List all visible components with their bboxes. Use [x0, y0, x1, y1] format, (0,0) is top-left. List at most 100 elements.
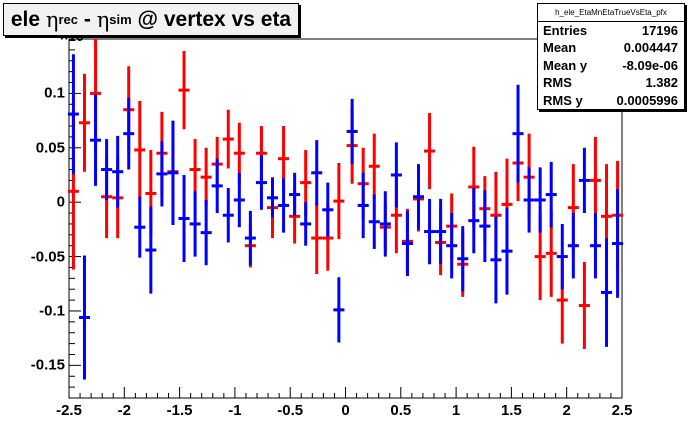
- data-point: [222, 109, 234, 169]
- data-point: [266, 178, 279, 218]
- stats-row-rms-y: RMS y 0.0005996: [538, 92, 684, 109]
- data-point: [424, 198, 436, 265]
- axis-ticks: [68, 38, 623, 399]
- stats-label: RMS y: [543, 92, 583, 108]
- data-point: [78, 255, 91, 380]
- data-point: [333, 163, 345, 240]
- x-tick-label: 1: [451, 402, 461, 419]
- stats-value: 0.0005996: [616, 92, 678, 108]
- data-point: [368, 133, 380, 199]
- series-blue: [67, 54, 624, 380]
- data-point: [300, 202, 312, 246]
- stats-label: RMS: [543, 75, 572, 91]
- data-point: [457, 226, 469, 292]
- data-point: [333, 277, 345, 343]
- chart-title: ele η rec - η sim @ vertex vs eta: [3, 3, 299, 36]
- x-tick-label: -2: [117, 402, 131, 419]
- stats-label: Mean: [543, 40, 577, 56]
- data-point: [545, 161, 557, 228]
- data-series: [67, 39, 624, 380]
- x-tick-label: 2.5: [611, 402, 633, 419]
- x-tick-label: 0: [341, 402, 350, 419]
- data-point: [435, 198, 447, 265]
- data-point: [189, 191, 201, 257]
- x-tick-label: -1: [228, 402, 242, 419]
- data-point: [90, 94, 102, 186]
- data-point: [368, 194, 380, 249]
- title-eta-2: η: [96, 7, 110, 32]
- data-point: [178, 50, 190, 130]
- x-tick-label: 1.5: [500, 402, 522, 419]
- title-prefix: ele: [10, 7, 46, 31]
- data-point: [357, 172, 369, 239]
- data-point: [322, 182, 334, 237]
- stats-row-mean-y: Mean y -8.09e-06: [538, 57, 684, 74]
- stats-row-rms: RMS 1.382: [538, 74, 684, 91]
- data-point: [390, 142, 402, 208]
- data-point: [123, 97, 135, 170]
- stats-label: Entries: [543, 23, 588, 38]
- data-point: [556, 223, 568, 290]
- title-sub-rec: rec: [58, 12, 79, 27]
- data-point: [600, 238, 613, 347]
- y-tick-label: -0.05: [30, 248, 65, 266]
- data-point: [412, 164, 425, 230]
- data-point: [167, 120, 179, 226]
- x-tick-label: 0.5: [390, 402, 412, 419]
- data-point: [289, 172, 301, 217]
- data-point: [446, 213, 458, 279]
- stats-value: 17196: [641, 23, 678, 38]
- title-suffix: @ vertex vs eta: [131, 7, 292, 31]
- data-point: [567, 213, 579, 279]
- title-eta-1: η: [45, 7, 59, 32]
- data-point: [112, 135, 124, 208]
- data-point: [189, 139, 201, 201]
- stats-row-mean: Mean 0.004447: [538, 39, 684, 56]
- stats-value: 0.004447: [623, 40, 678, 56]
- data-point: [346, 98, 358, 165]
- stats-box: h_ele_EtaMnEtaTrueVsEta_pfx Entries 1719…: [537, 3, 685, 110]
- data-point: [255, 155, 267, 210]
- title-sub-sim: sim: [109, 12, 132, 27]
- stats-row-entries: Entries 17196: [538, 22, 684, 39]
- x-tick-label: -0.5: [277, 402, 304, 419]
- data-point: [534, 167, 546, 233]
- data-point: [222, 188, 234, 243]
- data-point: [512, 84, 524, 183]
- stats-value: -8.09e-06: [622, 57, 678, 73]
- data-point: [233, 172, 245, 228]
- data-point: [589, 213, 601, 279]
- data-point: [501, 207, 513, 295]
- data-point: [200, 200, 212, 266]
- data-point: [200, 147, 212, 207]
- data-point: [67, 54, 79, 174]
- data-point: [134, 101, 146, 199]
- y-tick-label: 0.1: [44, 84, 65, 102]
- data-point: [156, 141, 168, 207]
- data-point: [311, 202, 323, 274]
- data-point: [401, 210, 413, 277]
- y-tick-label: -0.1: [39, 302, 65, 320]
- data-point: [589, 136, 601, 224]
- data-point: [424, 112, 436, 190]
- data-point: [311, 140, 323, 206]
- data-point: [578, 262, 590, 350]
- stats-value: 1.382: [645, 75, 678, 91]
- data-point: [479, 190, 491, 263]
- data-point: [523, 167, 535, 233]
- data-point: [278, 178, 290, 233]
- y-tick-label: 0.05: [35, 139, 65, 157]
- data-point: [612, 189, 624, 298]
- y-tick-label: 0: [56, 193, 65, 211]
- data-point: [178, 174, 190, 263]
- x-tick-label: -1.5: [166, 402, 193, 419]
- stats-label: Mean y: [543, 57, 588, 73]
- stats-histogram-name: h_ele_EtaMnEtaTrueVsEta_pfx: [538, 4, 684, 22]
- data-point: [244, 210, 256, 266]
- data-point: [490, 216, 502, 304]
- data-point: [468, 188, 480, 254]
- data-point: [578, 147, 590, 214]
- x-tick-label: -2.5: [56, 402, 82, 419]
